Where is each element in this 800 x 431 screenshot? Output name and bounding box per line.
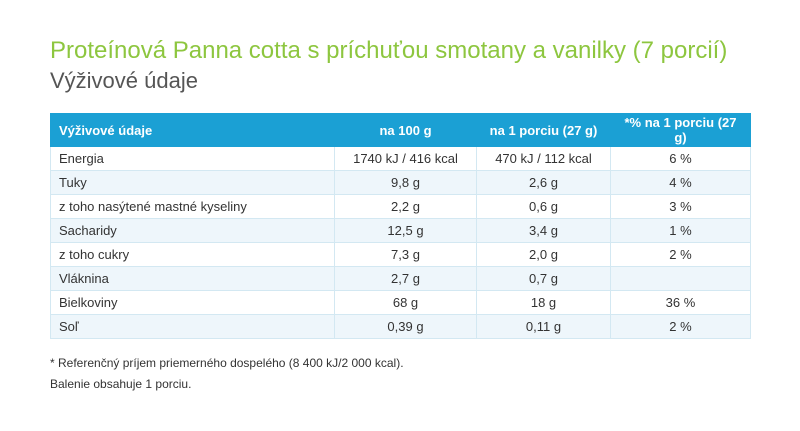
value-per-100g: 68 g [334, 290, 477, 315]
value-per-100g: 2,2 g [334, 194, 477, 219]
value-per-portion: 18 g [476, 290, 611, 315]
footnotes: * Referenčný príjem priemerného dospeléh… [50, 353, 404, 395]
percent-ri [610, 266, 751, 291]
percent-ri: 2 % [610, 314, 751, 339]
percent-ri: 2 % [610, 242, 751, 267]
nutrient-name: Energia [50, 146, 335, 171]
nutrient-name: z toho nasýtené mastné kyseliny [50, 194, 335, 219]
value-per-portion: 2,0 g [476, 242, 611, 267]
header-per-100g: na 100 g [334, 113, 477, 147]
value-per-100g: 1740 kJ / 416 kcal [334, 146, 477, 171]
value-per-portion: 0,6 g [476, 194, 611, 219]
percent-ri: 4 % [610, 170, 751, 195]
header-nutrient: Výživové údaje [50, 113, 335, 147]
nutrient-name: Soľ [50, 314, 335, 339]
header-percent-ri: *% na 1 porciu (27 g) [610, 113, 751, 147]
table-row: z toho nasýtené mastné kyseliny 2,2 g 0,6 … [50, 194, 751, 219]
percent-ri: 6 % [610, 146, 751, 171]
header-per-portion: na 1 porciu (27 g) [476, 113, 611, 147]
percent-ri: 3 % [610, 194, 751, 219]
nutrient-name: Vláknina [50, 266, 335, 291]
table-row: Vláknina 2,7 g 0,7 g [50, 266, 751, 291]
table-row: Bielkoviny 68 g 18 g 36 % [50, 290, 751, 315]
header-row: Výživové údaje na 100 g na 1 porciu (27 … [50, 113, 751, 147]
nutrition-table-header: Výživové údaje na 100 g na 1 porciu (27 … [50, 113, 751, 147]
reference-intake-note: * Referenčný príjem priemerného dospeléh… [50, 356, 404, 370]
package-note: Balenie obsahuje 1 porciu. [50, 377, 192, 391]
value-per-portion: 470 kJ / 112 kcal [476, 146, 611, 171]
page-subtitle: Výživové údaje [50, 68, 198, 93]
value-per-portion: 2,6 g [476, 170, 611, 195]
nutrient-name: z toho cukry [50, 242, 335, 267]
table-row: Energia 1740 kJ / 416 kcal 470 kJ / 112 kc… [50, 146, 751, 171]
value-per-100g: 12,5 g [334, 218, 477, 243]
value-per-100g: 0,39 g [334, 314, 477, 339]
percent-ri: 36 % [610, 290, 751, 315]
value-per-portion: 3,4 g [476, 218, 611, 243]
value-per-portion: 0,11 g [476, 314, 611, 339]
nutrition-table-body: Energia 1740 kJ / 416 kcal 470 kJ / 112 kc… [50, 146, 751, 339]
value-per-portion: 0,7 g [476, 266, 611, 291]
value-per-100g: 7,3 g [334, 242, 477, 267]
nutrient-name: Sacharidy [50, 218, 335, 243]
nutrient-name: Bielkoviny [50, 290, 335, 315]
nutrient-name: Tuky [50, 170, 335, 195]
page-title: Proteínová Panna cotta s príchuťou smota… [50, 37, 728, 64]
value-per-100g: 9,8 g [334, 170, 477, 195]
value-per-100g: 2,7 g [334, 266, 477, 291]
nutrition-table: Výživové údaje na 100 g na 1 porciu (27 … [50, 113, 751, 339]
percent-ri: 1 % [610, 218, 751, 243]
